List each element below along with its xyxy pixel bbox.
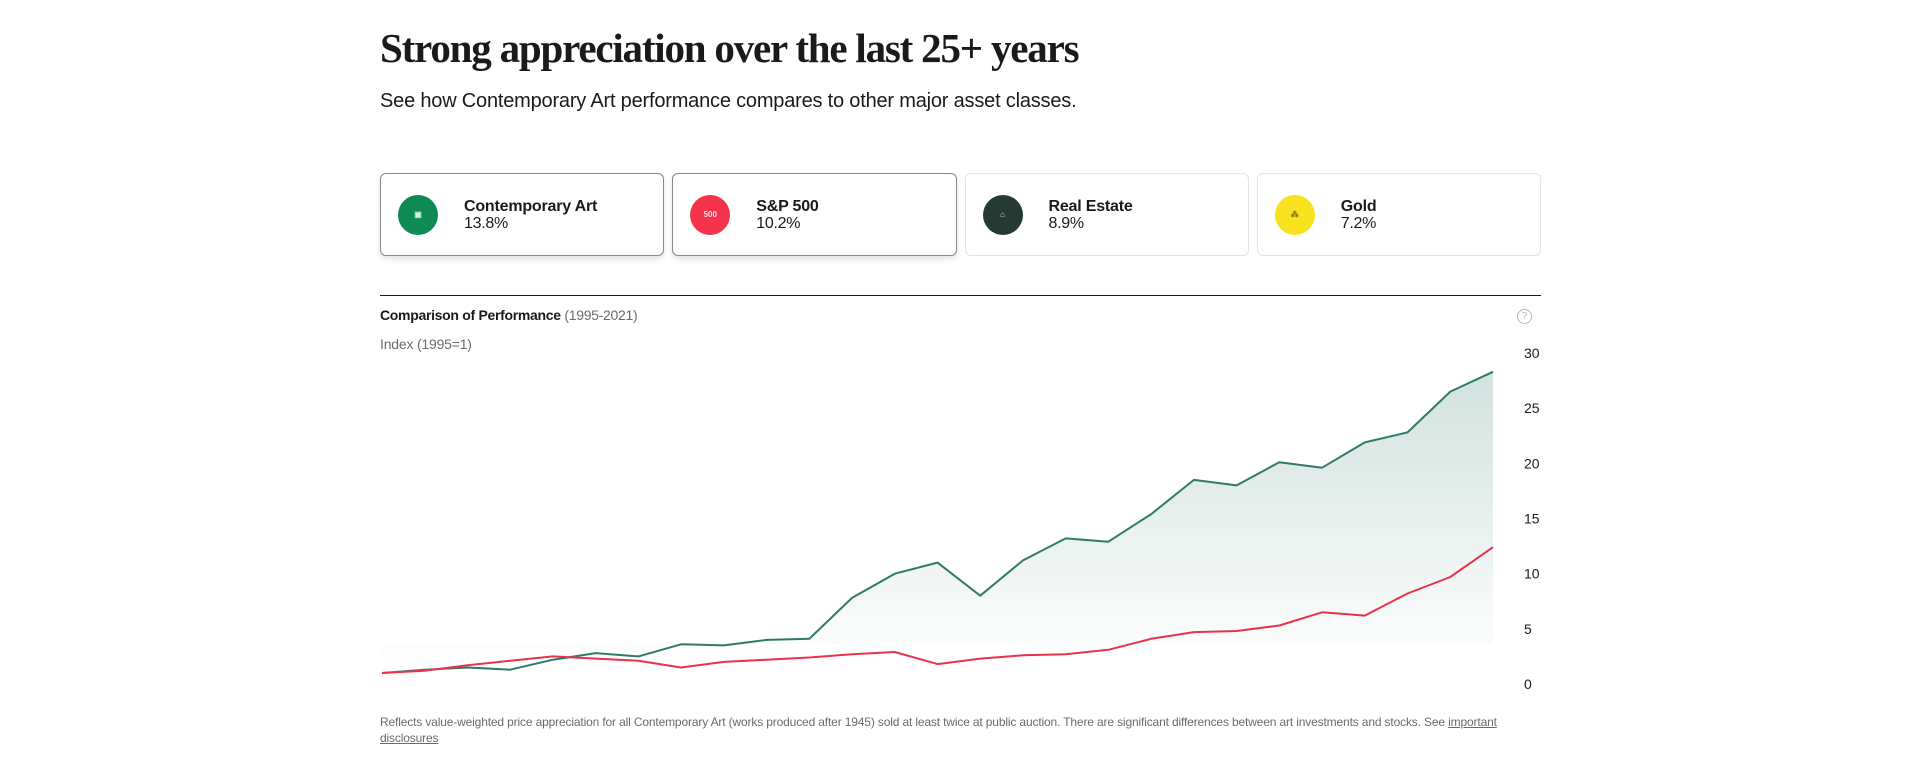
- y-tick-label: 10: [1524, 566, 1540, 582]
- card-value: 10.2%: [756, 214, 801, 232]
- chart-date-range: (1995-2021): [564, 307, 638, 323]
- card-sp500[interactable]: 500 S&P 500 10.2%: [672, 173, 957, 256]
- y-tick-label: 30: [1524, 345, 1540, 361]
- card-name: S&P 500: [756, 197, 819, 215]
- page-subtitle: See how Contemporary Art performance com…: [380, 90, 1077, 112]
- artwork-frame-icon: ▣: [398, 194, 438, 235]
- chart-footnote: Reflects value-weighted price appreciati…: [380, 714, 1541, 746]
- card-contemporary-art[interactable]: ▣ Contemporary Art 13.8%: [380, 173, 665, 256]
- y-tick-label: 5: [1524, 621, 1532, 637]
- card-real-estate[interactable]: ⌂ Real Estate 8.9%: [964, 173, 1249, 256]
- chart-divider: [380, 295, 1541, 296]
- chart-y-axis-label: Index (1995=1): [380, 336, 472, 352]
- card-value: 13.8%: [464, 214, 508, 232]
- card-name: Gold: [1340, 197, 1377, 215]
- important-disclosures-link[interactable]: important disclosures: [380, 715, 1497, 745]
- card-value: 8.9%: [1048, 214, 1085, 232]
- chart-title: Comparison of Performance (1995-2021): [380, 307, 638, 323]
- card-name: Real Estate: [1048, 197, 1133, 215]
- series-area-contemporary-art: [382, 371, 1493, 673]
- y-tick-label: 0: [1524, 676, 1532, 692]
- series-line-contemporary-art: [381, 370, 1494, 674]
- y-tick-label: 25: [1524, 400, 1540, 416]
- card-gold[interactable]: ⁂ Gold 7.2%: [1256, 173, 1541, 256]
- sp500-icon: 500: [690, 194, 731, 235]
- y-tick-label: 20: [1524, 455, 1540, 471]
- card-value: 7.2%: [1340, 214, 1377, 232]
- gold-bars-icon: ⁂: [1274, 194, 1315, 235]
- y-tick-label: 15: [1524, 511, 1540, 527]
- footnote-text: Reflects value-weighted price appreciati…: [380, 715, 1449, 729]
- help-question-icon[interactable]: ?: [1517, 309, 1532, 324]
- series-line-s-p-500: [381, 546, 1494, 674]
- page-title: Strong appreciation over the last 25+ ye…: [380, 25, 1080, 71]
- card-name: Contemporary Art: [464, 197, 598, 215]
- chart-title-text: Comparison of Performance: [380, 307, 561, 323]
- asset-class-cards: ▣ Contemporary Art 13.8% 500 S&P 500 10.…: [380, 173, 1541, 256]
- house-icon: ⌂: [982, 194, 1023, 235]
